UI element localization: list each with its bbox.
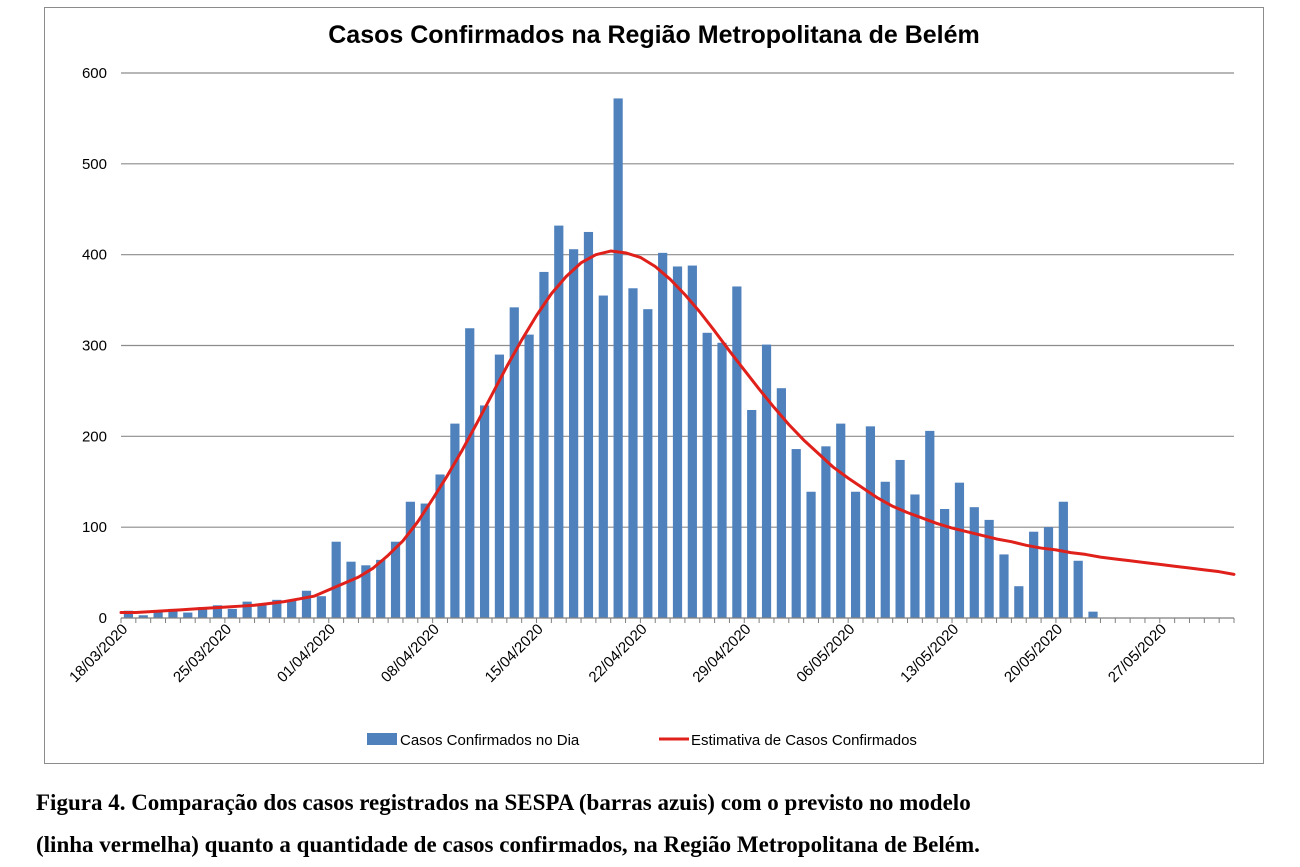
bar — [895, 459, 905, 618]
bar — [702, 332, 712, 618]
bar — [583, 231, 594, 619]
bar — [361, 565, 371, 618]
chart-svg: Casos Confirmados na Região Metropolitan… — [66, 21, 1236, 749]
x-tick-label: 08/04/2020 — [378, 621, 443, 686]
bar — [836, 423, 846, 618]
bar — [940, 509, 950, 618]
bar — [509, 307, 519, 618]
x-tick-label: 27/05/2020 — [1105, 621, 1170, 686]
legend-bar-swatch — [367, 733, 397, 745]
chart-frame: Casos Confirmados na Região Metropolitan… — [44, 7, 1264, 764]
bar — [747, 409, 757, 618]
bar — [761, 344, 772, 618]
bar — [1043, 527, 1054, 618]
bar — [999, 554, 1009, 618]
bar-layer — [123, 98, 1098, 619]
legend-line-label: Estimativa de Casos Confirmados — [691, 732, 917, 749]
bar — [569, 249, 579, 618]
bar — [331, 541, 341, 618]
bar — [1014, 586, 1024, 618]
y-tick-label: 500 — [82, 156, 107, 173]
x-tick-label: 13/05/2020 — [897, 621, 962, 686]
y-tick-label: 0 — [99, 610, 107, 627]
bar — [123, 610, 134, 618]
bar — [405, 501, 415, 618]
bar — [494, 354, 505, 618]
estimate-line — [119, 249, 1236, 615]
bar — [420, 503, 430, 618]
y-tick-label: 300 — [82, 338, 107, 355]
bar — [732, 286, 742, 618]
bar — [376, 559, 386, 618]
y-tick-label: 400 — [82, 247, 107, 264]
bar — [257, 604, 267, 618]
legend: Casos Confirmados no Dia Estimativa de C… — [367, 732, 917, 749]
bar — [316, 596, 326, 618]
bar — [1029, 531, 1039, 618]
bar — [168, 608, 178, 618]
bar — [450, 423, 460, 618]
bar — [598, 295, 608, 618]
caption-line-1: Figura 4. Comparação dos casos registrad… — [36, 790, 971, 815]
bar — [925, 430, 935, 618]
bar — [153, 610, 163, 618]
bar — [465, 328, 475, 618]
bar — [554, 225, 564, 618]
bar — [524, 334, 534, 618]
x-tick-label: 22/04/2020 — [586, 621, 651, 686]
x-tick-label: 01/04/2020 — [274, 621, 339, 686]
x-tick-label: 15/04/2020 — [482, 621, 547, 686]
bar — [910, 494, 920, 618]
x-tick-label: 06/05/2020 — [793, 621, 858, 686]
bar — [687, 265, 697, 618]
y-tick-label: 100 — [82, 519, 107, 536]
bar — [806, 491, 816, 618]
bar — [183, 612, 193, 618]
bar — [672, 266, 683, 618]
caption-line-2: (linha vermelha) quanto a quantidade de … — [36, 832, 980, 857]
bar — [850, 491, 861, 618]
bar — [390, 541, 401, 618]
bar — [212, 605, 223, 618]
bar — [1088, 611, 1098, 618]
bar — [865, 426, 876, 618]
chart-title: Casos Confirmados na Região Metropolitan… — [328, 21, 980, 49]
bar — [272, 599, 282, 618]
bar — [628, 288, 638, 618]
bar — [301, 590, 312, 618]
y-tick-label: 600 — [82, 65, 107, 82]
legend-bar-label: Casos Confirmados no Dia — [400, 732, 580, 749]
bar — [880, 481, 890, 618]
bar — [821, 446, 831, 618]
bar — [954, 482, 965, 618]
x-tick-label: 18/03/2020 — [66, 621, 131, 686]
bar — [287, 599, 297, 618]
bar — [1073, 560, 1083, 618]
x-tick-label: 29/04/2020 — [689, 621, 754, 686]
bar — [984, 519, 994, 618]
bar — [138, 615, 148, 618]
bar — [227, 608, 237, 618]
bar — [198, 607, 208, 618]
line-layer — [119, 249, 1236, 615]
bar — [613, 98, 623, 618]
bar — [791, 449, 801, 618]
bar — [643, 309, 653, 618]
x-tick-label: 20/05/2020 — [1001, 621, 1066, 686]
x-tick-label: 25/03/2020 — [170, 621, 235, 686]
bar — [435, 474, 445, 618]
bar — [1058, 501, 1068, 618]
bar — [776, 388, 786, 618]
bar — [539, 271, 549, 618]
y-tick-label: 200 — [82, 428, 107, 445]
bar — [242, 601, 252, 618]
bar — [479, 405, 490, 618]
figure-caption: Figura 4. Comparação dos casos registrad… — [36, 782, 1264, 866]
bar — [346, 561, 356, 618]
bar — [658, 252, 668, 618]
bar — [969, 507, 979, 618]
bar — [717, 342, 727, 618]
